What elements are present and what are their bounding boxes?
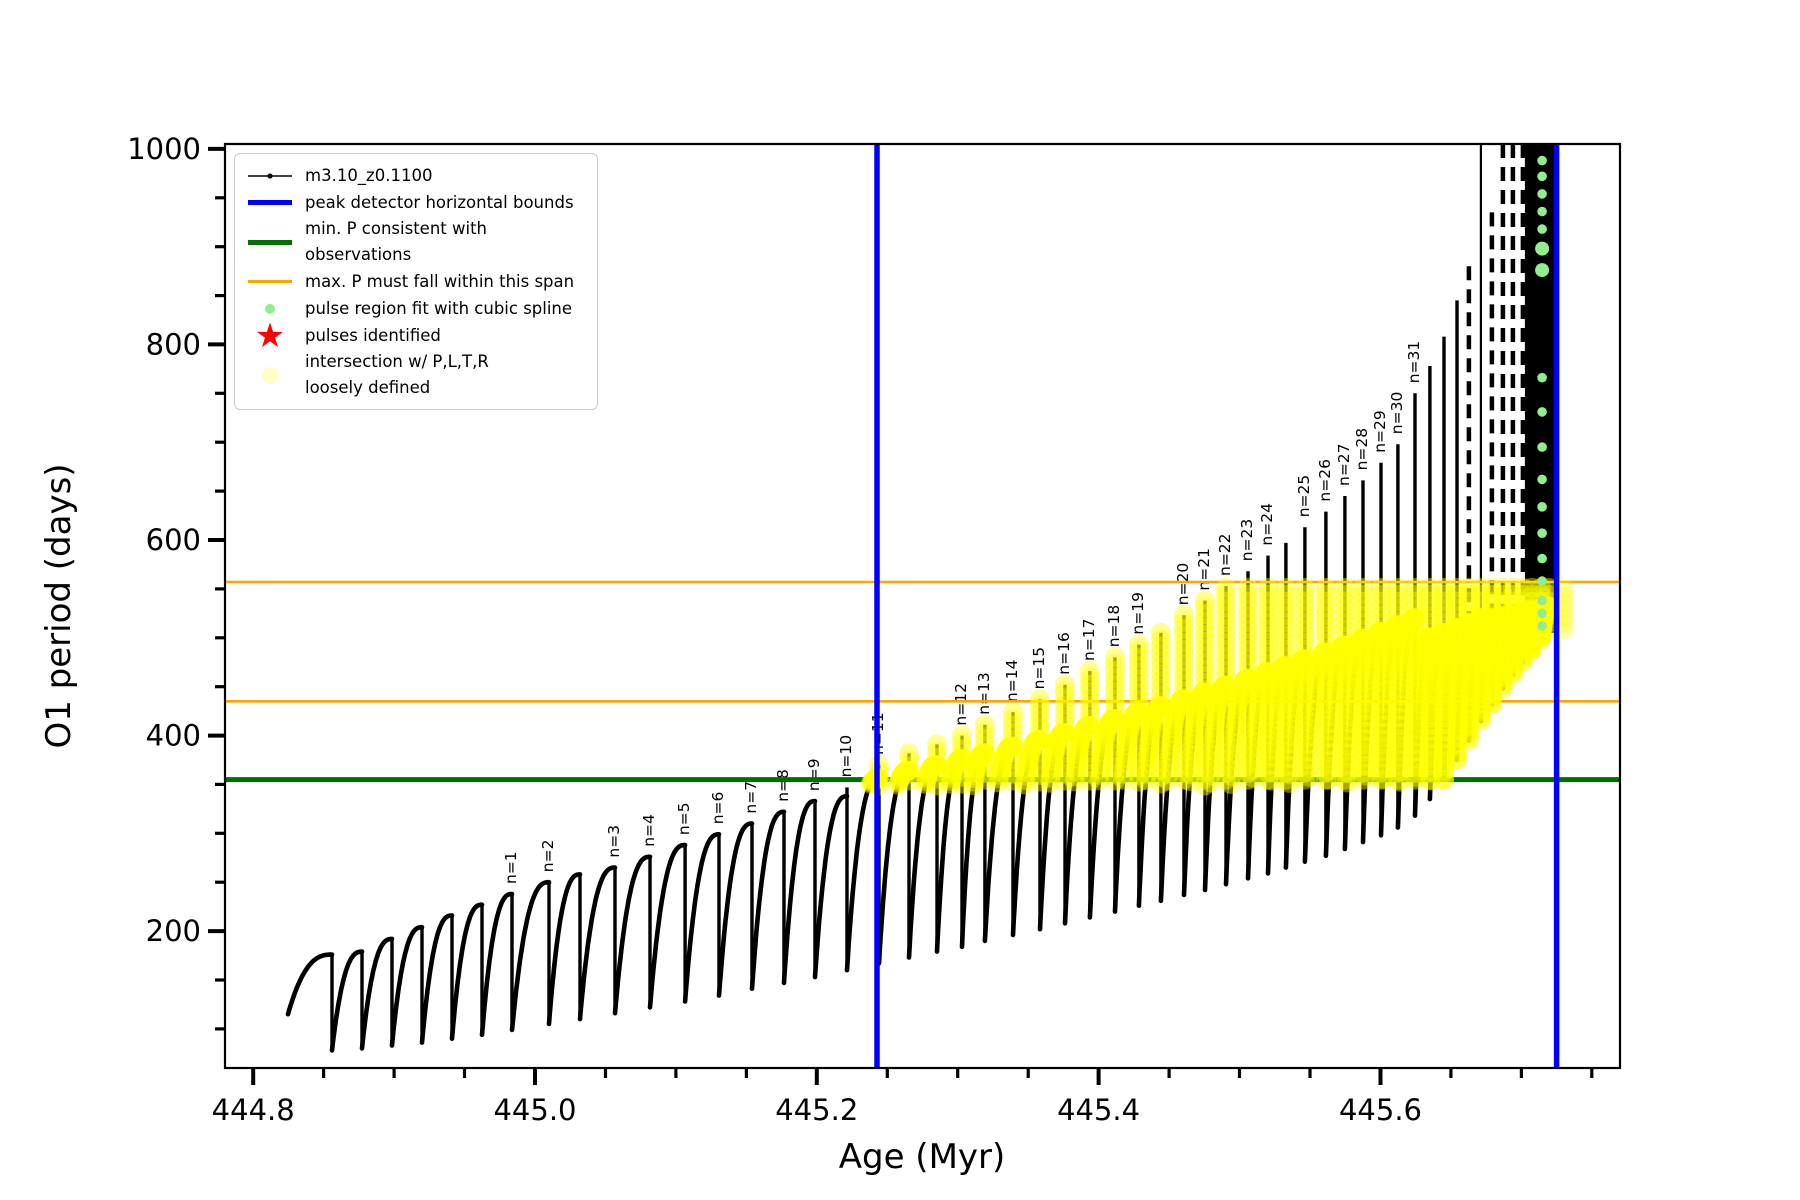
series-line-icon [247,168,293,184]
svg-text:600: 600 [146,523,201,557]
svg-text:n=8: n=8 [774,769,792,802]
paleyellow-dot-icon [247,366,293,384]
svg-text:n=12: n=12 [952,683,970,726]
svg-text:200: 200 [146,914,201,948]
y-axis-label: O1 period (days) [39,463,79,748]
svg-text:445.0: 445.0 [493,1093,576,1127]
svg-text:444.8: 444.8 [212,1093,295,1127]
svg-text:445.6: 445.6 [1339,1093,1422,1127]
svg-text:445.4: 445.4 [1057,1093,1140,1127]
legend: m3.10_z0.1100 peak detector horizontal b… [234,153,598,410]
legend-label: min. P consistent with observations [305,219,487,264]
intersection-markers [861,577,1575,796]
svg-text:445.2: 445.2 [775,1093,858,1127]
legend-item-min-p: min. P consistent with observations [247,216,587,268]
svg-text:n=23: n=23 [1238,519,1256,562]
legend-label: intersection w/ P,L,T,R loosely defined [305,352,489,397]
legend-label: m3.10_z0.1100 [305,165,433,185]
svg-text:n=18: n=18 [1105,605,1123,648]
legend-label: peak detector horizontal bounds [305,192,574,212]
svg-text:n=14: n=14 [1003,660,1021,703]
svg-text:800: 800 [146,327,201,361]
svg-text:n=3: n=3 [605,825,623,858]
svg-text:n=27: n=27 [1335,443,1353,486]
svg-text:n=28: n=28 [1353,428,1371,471]
legend-item-intersection: intersection w/ P,L,T,R loosely defined [247,349,587,401]
svg-text:n=9: n=9 [805,758,823,791]
svg-text:n=20: n=20 [1174,563,1192,606]
svg-text:n=22: n=22 [1216,533,1234,576]
pulse-number-labels: n=1n=2n=3n=4n=5n=6n=7n=8n=9n=10n=11n=12n… [502,341,1423,884]
orange-line-icon [247,280,293,283]
spline-fit-dots [1535,155,1550,631]
axes-frame-and-ticks: 444.8 445.0 445.2 445.4 445.6 200 400 600 800 100… [127,132,1622,1127]
lightgreen-dot-icon [247,303,293,314]
red-star-icon: ★ [254,315,286,356]
legend-item-series: m3.10_z0.1100 [247,162,587,189]
svg-text:n=30: n=30 [1388,392,1406,435]
svg-text:n=7: n=7 [742,781,760,814]
svg-text:n=4: n=4 [640,814,658,847]
svg-text:1000: 1000 [127,132,201,166]
max-p-span-lines [225,580,1620,703]
svg-text:n=2: n=2 [539,840,557,873]
legend-label: pulse region fit with cubic spline [305,298,573,318]
green-line-icon [247,239,293,245]
svg-text:n=13: n=13 [975,672,993,715]
svg-text:n=17: n=17 [1080,618,1098,661]
legend-item-peak-bounds: peak detector horizontal bounds [247,189,587,216]
peak-detector-bound-lines [874,144,1560,1068]
svg-text:n=1: n=1 [502,851,520,884]
svg-text:400: 400 [146,719,201,753]
svg-text:n=25: n=25 [1295,475,1313,518]
blue-line-icon [247,200,293,205]
svg-text:n=16: n=16 [1055,632,1073,675]
svg-text:n=29: n=29 [1371,410,1389,453]
svg-text:n=21: n=21 [1195,548,1213,591]
legend-item-pulses-identified: ★ pulses identified [247,315,587,356]
svg-text:n=10: n=10 [837,735,855,778]
legend-label: max. P must fall within this span [305,271,575,291]
svg-text:n=15: n=15 [1030,647,1048,690]
legend-item-spline-fit: pulse region fit with cubic spline [247,295,587,322]
svg-text:n=24: n=24 [1258,503,1276,546]
svg-text:n=6: n=6 [709,792,727,825]
svg-text:n=19: n=19 [1129,592,1147,635]
x-axis-label: Age (Myr) [839,1137,1006,1177]
svg-text:n=31: n=31 [1405,341,1423,384]
legend-item-max-p-span: max. P must fall within this span [247,268,587,295]
svg-text:n=26: n=26 [1316,459,1334,502]
legend-label: pulses identified [305,325,441,345]
svg-text:n=5: n=5 [675,802,693,835]
